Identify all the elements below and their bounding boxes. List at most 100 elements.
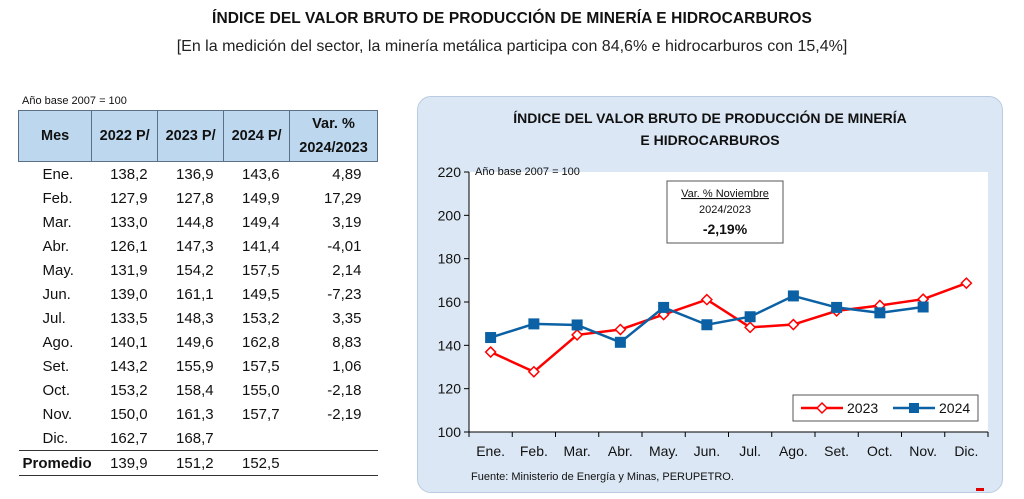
annotation-value: -2,19% <box>703 221 748 237</box>
data-point-2023 <box>614 323 627 336</box>
x-tick-label: Jul. <box>739 443 761 459</box>
data-point-2024 <box>571 319 583 331</box>
cell-2023: 149,6 <box>176 333 214 351</box>
cell-2024: 149,9 <box>242 189 280 207</box>
cell-mes: Mar. <box>42 213 72 231</box>
table-row: Mar. 133,0 144,8 149,4 3,19 <box>19 210 378 234</box>
cell-2023: 147,3 <box>176 237 214 255</box>
chart-title: ÍNDICE DEL VALOR BRUTO DE PRODUCCIÓN DE … <box>418 107 1002 151</box>
cell-2024: 141,4 <box>242 237 280 255</box>
annotation-title: Var. % Noviembre <box>681 188 769 200</box>
cell-var: 4,89 <box>332 165 362 183</box>
cell-var: -4,01 <box>327 237 362 255</box>
header-var-line1: Var. % <box>312 116 355 132</box>
x-tick-label: Feb. <box>520 443 548 459</box>
cell-2024: 149,5 <box>242 285 280 303</box>
header-var: Var. % 2024/2023 <box>289 110 378 162</box>
cell-var: 3,35 <box>332 309 362 327</box>
cell-2023: 168,7 <box>176 429 214 447</box>
cell-mes: Jun. <box>42 285 71 303</box>
cell-2023: 158,4 <box>176 381 214 399</box>
data-point-2024 <box>485 332 497 344</box>
table-row: May. 131,9 154,2 157,5 2,14 <box>19 258 378 282</box>
y-tick-label: 200 <box>438 207 462 223</box>
y-tick-label: 100 <box>438 424 462 440</box>
cell-2022: 139,0 <box>110 285 148 303</box>
x-tick-label: Dic. <box>954 443 978 459</box>
cell-2024: 157,5 <box>242 357 280 375</box>
table-row: Feb. 127,9 127,8 149,9 17,29 <box>19 186 378 210</box>
x-tick-label: Ene. <box>476 443 505 459</box>
cell-var: 2,14 <box>332 261 362 279</box>
x-tick-label: Nov. <box>909 443 937 459</box>
cell-mes: Oct. <box>42 381 71 399</box>
cell-2024: 143,6 <box>242 165 280 183</box>
data-point-2024 <box>787 290 799 302</box>
x-tick-label: Jun. <box>694 443 720 459</box>
cell-promedio-var <box>289 450 378 476</box>
cell-mes: Set. <box>42 357 70 375</box>
data-point-2023 <box>960 277 973 290</box>
table-row-promedio: Promedio 139,9 151,2 152,5 <box>18 450 378 476</box>
cell-mes: Nov. <box>42 405 73 423</box>
series-line-2023 <box>490 281 967 374</box>
data-point-2023 <box>787 318 800 331</box>
chart-title-line2: E HIDROCARBUROS <box>640 132 780 148</box>
cell-promedio-2024: 152,5 <box>223 450 290 476</box>
cell-2022: 133,5 <box>110 309 148 327</box>
cell-var: 3,19 <box>332 213 362 231</box>
cell-var: -2,19 <box>327 405 362 423</box>
cell-2023: 144,8 <box>176 213 214 231</box>
table-row: Jun. 139,0 161,1 149,5 -7,23 <box>19 282 378 306</box>
table-row: Ene. 138,2 136,9 143,6 4,89 <box>19 162 378 187</box>
cell-var: 1,06 <box>332 357 362 375</box>
cell-2023: 161,1 <box>176 285 214 303</box>
cell-2024: 157,7 <box>242 405 280 423</box>
cell-2022: 126,1 <box>110 237 148 255</box>
table-base-note: Año base 2007 = 100 <box>22 95 127 107</box>
legend-label-2024: 2024 <box>939 400 970 416</box>
data-point-2024 <box>874 307 886 319</box>
cell-var <box>290 426 378 451</box>
cell-promedio-2023: 151,2 <box>157 450 224 476</box>
chart-source: Fuente: Ministerio de Energía y Minas, P… <box>471 471 734 483</box>
x-tick-label: Mar. <box>564 443 591 459</box>
cell-2022: 150,0 <box>110 405 148 423</box>
cell-2022: 131,9 <box>110 261 148 279</box>
data-point-2023 <box>744 321 757 334</box>
legend-marker-2024 <box>909 403 919 413</box>
chart-panel: ÍNDICE DEL VALOR BRUTO DE PRODUCCIÓN DE … <box>417 96 1003 493</box>
header-2023: 2023 P/ <box>157 110 225 162</box>
x-tick-label: Set. <box>824 443 849 459</box>
page-subtitle: [En la medición del sector, la minería m… <box>176 38 848 55</box>
cell-2023: 136,9 <box>176 165 214 183</box>
cell-2024: 153,2 <box>242 309 280 327</box>
data-point-2023 <box>700 293 713 306</box>
table-body: Ene. 138,2 136,9 143,6 4,89 Feb. 127,9 127,8 149… <box>18 162 378 476</box>
table-row: Abr. 126,1 147,3 141,4 -4,01 <box>19 234 378 258</box>
cell-mes: Ago. <box>42 333 74 351</box>
table-row: Jul. 133,5 148,3 153,2 3,35 <box>19 306 378 330</box>
cell-mes: Feb. <box>42 189 73 207</box>
decorative-red-mark <box>976 488 984 491</box>
cell-mes: Jul. <box>42 309 66 327</box>
cell-2024: 157,5 <box>242 261 280 279</box>
cell-2023: 154,2 <box>176 261 214 279</box>
cell-mes: Dic. <box>42 429 69 447</box>
page-title: ÍNDICE DEL VALOR BRUTO DE PRODUCCIÓN DE … <box>212 10 812 27</box>
cell-2024: 155,0 <box>242 381 280 399</box>
x-tick-label: Ago. <box>779 443 808 459</box>
y-tick-label: 180 <box>438 251 462 267</box>
cell-2022: 143,2 <box>110 357 148 375</box>
header-2024: 2024 P/ <box>223 110 291 162</box>
data-point-2023 <box>484 345 497 359</box>
table-row: Dic. 162,7 168,7 <box>19 426 378 451</box>
y-tick-label: 160 <box>438 294 462 310</box>
x-tick-label: May. <box>649 443 678 459</box>
table-header-row: Mes 2022 P/ 2023 P/ 2024 P/ Var. % 2024/… <box>17 110 378 162</box>
data-point-2024 <box>658 301 670 313</box>
table-row: Nov. 150,0 161,3 157,7 -2,19 <box>19 402 378 426</box>
cell-mes: May. <box>42 261 74 279</box>
cell-2022: 140,1 <box>110 333 148 351</box>
cell-var: 8,83 <box>332 333 362 351</box>
